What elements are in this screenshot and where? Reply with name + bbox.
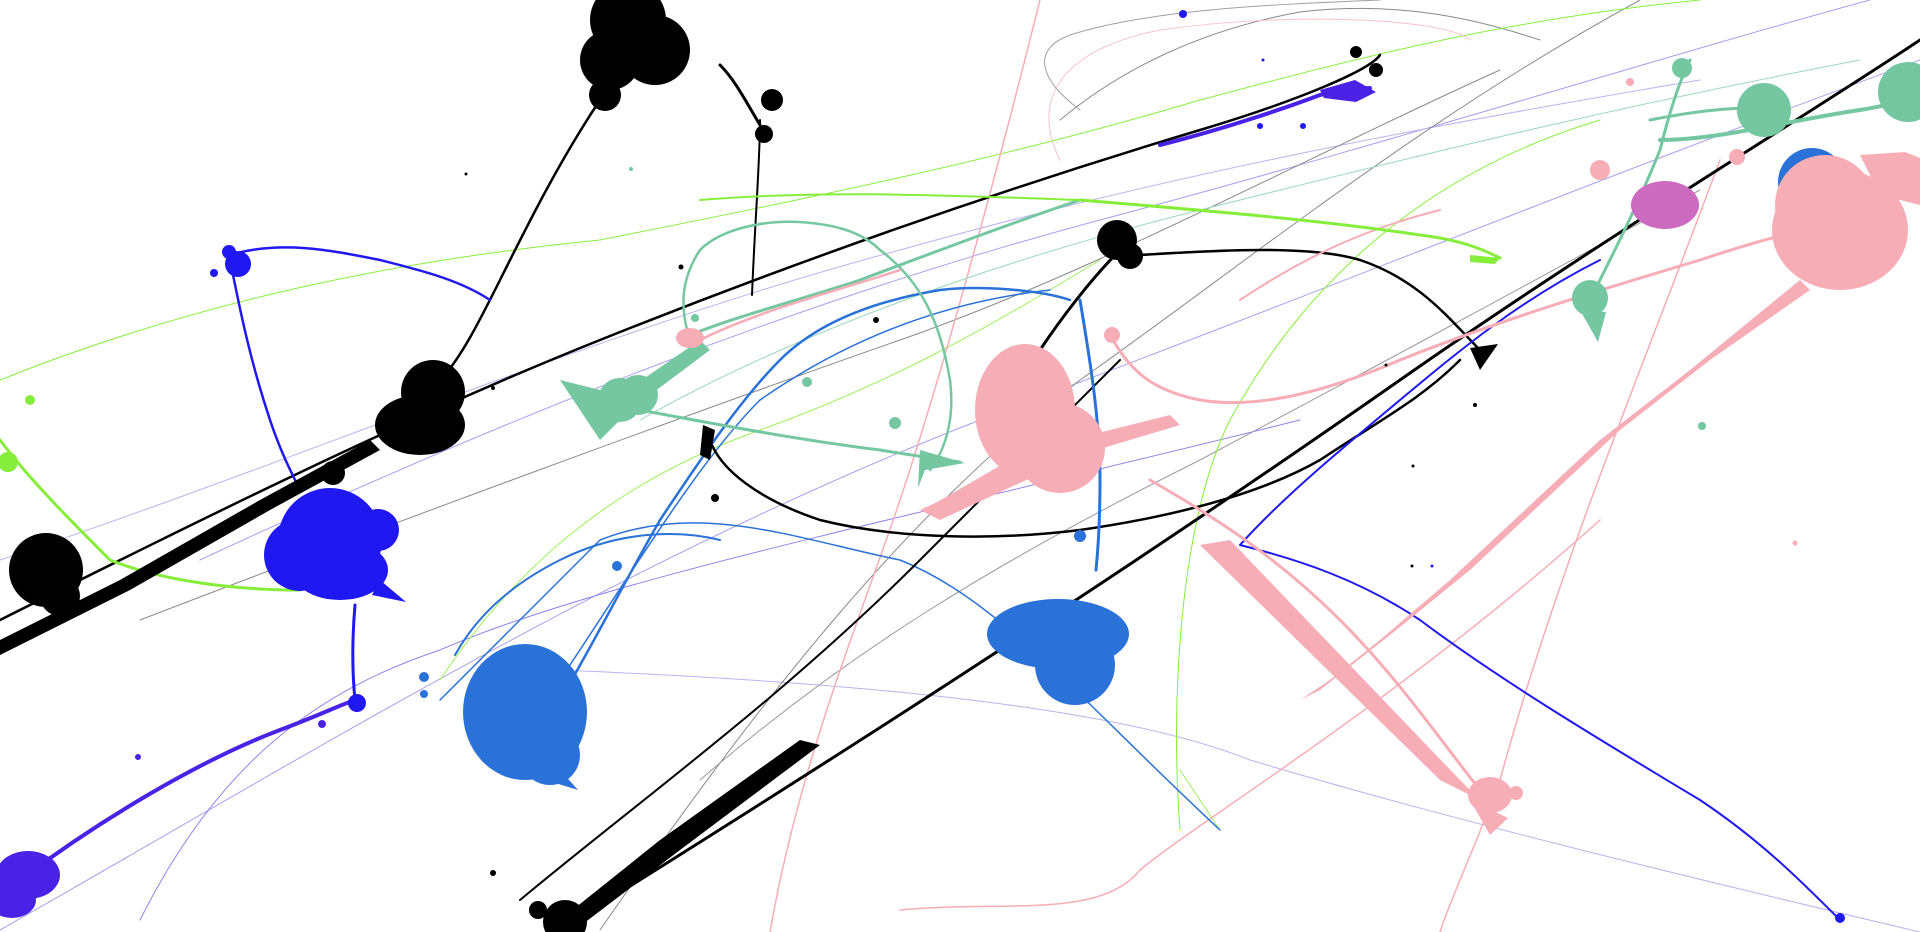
pink-blob <box>1860 152 1920 205</box>
black-speck <box>1473 403 1477 407</box>
violet-blob <box>135 754 141 760</box>
black-speck <box>711 494 719 502</box>
pink-drip <box>1470 800 1508 835</box>
pink-blob <box>1626 78 1634 86</box>
cobalt-drip <box>552 770 578 790</box>
black-ribbon-left <box>0 440 380 655</box>
seafoam-blob <box>1878 62 1920 122</box>
black-blob <box>40 576 80 616</box>
violet-blob <box>1320 80 1376 102</box>
black-blob <box>761 89 783 111</box>
violet-blob <box>318 720 326 728</box>
thick-ribbons <box>0 280 1810 930</box>
seafoam-blob <box>1572 280 1608 316</box>
black-blob <box>529 901 547 919</box>
black-blob <box>543 900 587 932</box>
royal-blue-drip <box>372 580 406 602</box>
magenta-blob <box>1630 188 1670 215</box>
black-blob <box>321 461 345 485</box>
pink-blob <box>1509 786 1523 800</box>
black-speck <box>873 317 879 323</box>
pink-blob <box>1792 540 1798 546</box>
seafoam-blob <box>691 314 699 322</box>
royal-blue-speck <box>1430 564 1434 568</box>
seafoam-blob <box>1737 83 1791 137</box>
pink-blob <box>1590 160 1610 180</box>
black-drip <box>1470 344 1498 370</box>
royal-blue-blob <box>210 269 218 277</box>
pink-blob <box>1015 403 1105 493</box>
black-speck <box>678 264 684 270</box>
black-blob <box>375 395 465 455</box>
black-speck <box>1411 464 1415 468</box>
seafoam-dagger <box>550 340 710 490</box>
black-ribbon-bottom <box>560 740 820 930</box>
royal-blue-blob <box>292 540 388 600</box>
royal-blue-blob <box>1835 913 1845 923</box>
black-speck <box>1384 363 1388 367</box>
black-blob <box>1117 243 1143 269</box>
royal-blue-blob <box>222 245 236 259</box>
pink-blob <box>1468 777 1512 813</box>
black-speck <box>1410 564 1414 568</box>
black-blob <box>1369 63 1383 77</box>
pink-ribbon <box>1300 280 1810 700</box>
black-blob <box>580 30 640 90</box>
black-blob <box>1350 46 1362 58</box>
lime-blob <box>25 395 35 405</box>
royal-blue-blob <box>348 694 366 712</box>
pink-blob <box>1104 327 1120 343</box>
seafoam-drip <box>918 450 965 488</box>
seafoam-blob <box>1672 58 1692 78</box>
black-drip <box>700 425 715 460</box>
seafoam-blob <box>618 375 658 415</box>
cobalt-blob <box>1035 625 1115 705</box>
violet-blob <box>0 882 36 918</box>
black-speck <box>490 870 496 876</box>
lime-drip <box>1470 255 1500 264</box>
cobalt-blob <box>520 725 580 785</box>
lime-blob <box>0 452 18 472</box>
royal-blue-speck <box>1261 58 1265 62</box>
seafoam-blob <box>629 167 633 171</box>
cobalt-blob <box>612 561 622 571</box>
royal-blue-speck <box>1257 123 1263 129</box>
pink-blob <box>676 328 704 348</box>
seafoam-blob <box>1698 422 1706 430</box>
pink-blob <box>1775 155 1875 255</box>
seafoam-drip <box>1580 310 1606 342</box>
black-speck <box>491 386 495 390</box>
pink-ribbon-lower <box>1200 540 1480 800</box>
seafoam-blob <box>889 417 901 429</box>
seafoam-blob <box>802 377 812 387</box>
black-blob <box>755 125 773 143</box>
cobalt-blob <box>1074 530 1086 542</box>
black-speck <box>464 172 468 176</box>
royal-blue-speck <box>1300 123 1306 129</box>
royal-blue-blob <box>357 509 399 551</box>
black-blob <box>589 79 621 111</box>
royal-blue-blob <box>1179 10 1187 18</box>
cobalt-blob <box>420 690 428 698</box>
pink-blob <box>1729 149 1745 165</box>
cobalt-blob <box>419 672 429 682</box>
